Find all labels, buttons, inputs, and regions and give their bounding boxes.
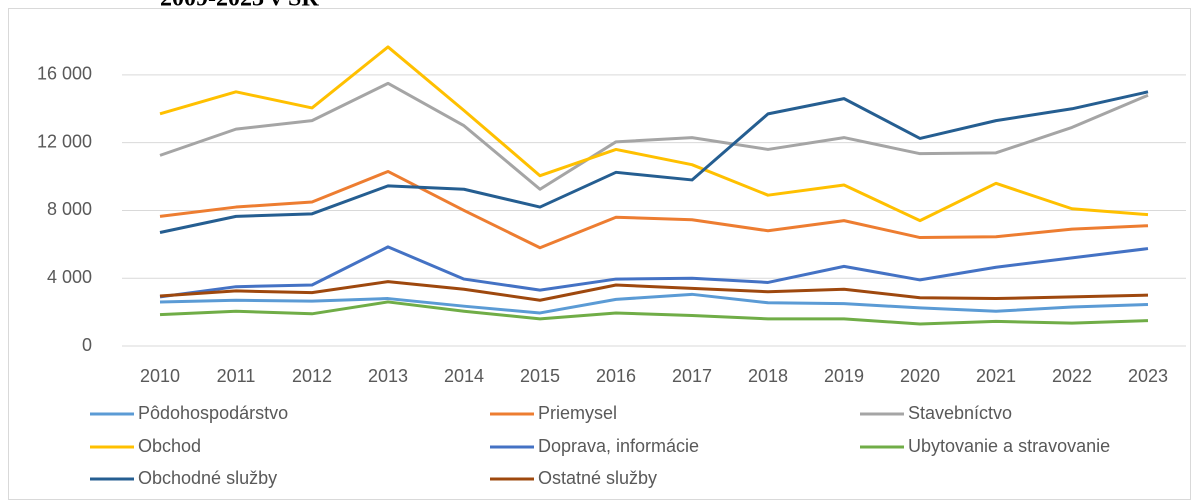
series-line	[159, 280, 1149, 302]
x-tick-label: 2020	[900, 366, 940, 386]
series-line	[159, 90, 1149, 234]
x-tick-label: 2010	[140, 366, 180, 386]
y-tick-label: 12 000	[37, 131, 92, 151]
y-tick-label: 16 000	[37, 64, 92, 84]
chart-frame	[8, 8, 1191, 500]
y-tick-label: 4 000	[47, 267, 92, 287]
x-tick-label: 2023	[1128, 366, 1168, 386]
legend-label: Ostatné služby	[538, 468, 657, 488]
title-strip	[0, 0, 1201, 8]
legend-label: Obchodné služby	[138, 468, 277, 488]
y-tick-label: 8 000	[47, 199, 92, 219]
x-tick-label: 2015	[520, 366, 560, 386]
x-tick-label: 2013	[368, 366, 408, 386]
legend-label: Pôdohospodárstvo	[138, 403, 288, 423]
series-line	[159, 300, 1149, 326]
x-tick-label: 2011	[217, 366, 256, 386]
series-line	[159, 169, 1149, 250]
x-tick-label: 2016	[596, 366, 636, 386]
legend-label: Stavebníctvo	[908, 403, 1012, 423]
x-tick-label: 2012	[292, 366, 332, 386]
x-tick-label: 2018	[748, 366, 788, 386]
series-line	[159, 292, 1149, 315]
x-tick-label: 2021	[976, 366, 1016, 386]
legend-label: Obchod	[138, 436, 201, 456]
y-tick-label: 0	[82, 335, 92, 355]
series-line	[159, 45, 1149, 223]
chart-title: 2009-2023 v SR	[160, 0, 319, 12]
x-tick-label: 2017	[672, 366, 712, 386]
legend-label: Priemysel	[538, 403, 617, 423]
x-tick-label: 2022	[1052, 366, 1092, 386]
x-tick-label: 2019	[824, 366, 864, 386]
legend-label: Doprava, informácie	[538, 436, 699, 456]
legend-label: Ubytovanie a stravovanie	[908, 436, 1110, 456]
series-line	[159, 245, 1149, 299]
series-line	[159, 81, 1149, 191]
x-tick-label: 2014	[444, 366, 484, 386]
